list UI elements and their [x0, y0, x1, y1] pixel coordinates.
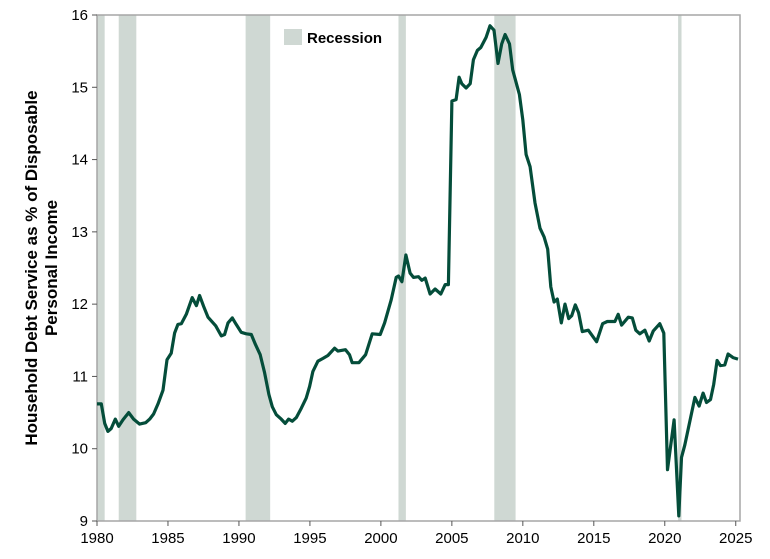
y-axis-label-line1: Household Debt Service as % of Disposabl… — [22, 90, 41, 445]
x-tick-label: 2000 — [364, 530, 397, 547]
x-tick-label: 2005 — [435, 530, 468, 547]
x-tick-label: 1990 — [222, 530, 255, 547]
recession-band — [97, 15, 105, 521]
recession-band — [118, 15, 137, 521]
y-tick-label: 16 — [71, 7, 88, 24]
y-tick-label: 13 — [71, 224, 88, 241]
y-tick-label: 9 — [80, 513, 88, 530]
y-tick-label: 11 — [72, 368, 88, 385]
y-tick-label: 10 — [71, 441, 88, 458]
y-tick-label: 12 — [71, 296, 88, 313]
y-tick-label: 14 — [71, 152, 88, 169]
legend-swatch-recession — [284, 29, 302, 45]
x-tick-label: 1980 — [80, 530, 113, 547]
x-tick-label: 2015 — [577, 530, 610, 547]
x-tick-label: 2025 — [719, 530, 752, 547]
x-tick-label: 1995 — [293, 530, 326, 547]
recession-bands — [97, 15, 682, 521]
legend-label: Recession — [307, 30, 382, 47]
axis-ticks: 9 10 11 12 13 14 15 16 1980 1985 1990 1995 2000 2005 2… — [71, 7, 752, 547]
recession-band — [245, 15, 271, 521]
y-axis-label-line2: Personal Income — [42, 200, 61, 336]
recession-band — [494, 15, 516, 521]
legend: Recession — [284, 29, 382, 47]
y-tick-label: 15 — [71, 79, 88, 96]
x-tick-label: 1985 — [151, 530, 184, 547]
recession-band — [678, 15, 682, 521]
x-tick-label: 2020 — [648, 530, 681, 547]
recession-band — [398, 15, 406, 521]
series-line — [97, 24, 739, 518]
plot-frame — [96, 14, 741, 522]
y-axis-label: Household Debt Service as % of Disposabl… — [22, 90, 61, 445]
x-tick-label: 2010 — [506, 530, 539, 547]
